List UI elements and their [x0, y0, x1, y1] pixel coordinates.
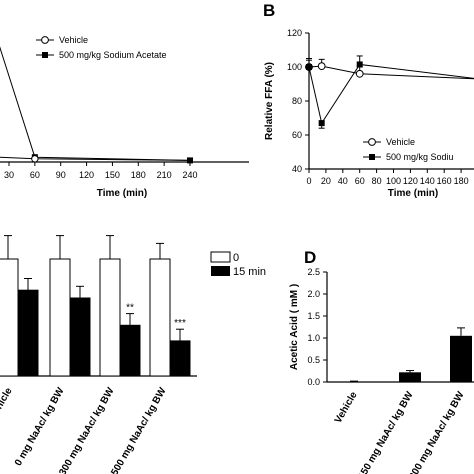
panel-b-y-tick-label: 100	[287, 62, 302, 72]
panel-b-x-tick-label: 0	[306, 176, 311, 186]
panel-d-bar	[450, 335, 472, 382]
legend-vehicle-label: Vehicle	[386, 137, 415, 147]
panel-c-category-label: 500 mg NaAc/ kg BW	[109, 386, 169, 474]
legend-black-swatch	[211, 266, 230, 276]
panel-d-y-tick-label: 0.5	[307, 355, 320, 365]
panel-d-category-label: 300 mg NaAc/ kg BW	[407, 390, 467, 474]
panel-b-legend: Vehicle 500 mg/kg Sodiu	[363, 137, 454, 162]
panel-b-label: B	[263, 1, 275, 20]
panel-c-bar-15min	[119, 324, 141, 377]
panel-c-significance-marker: ***	[174, 318, 186, 329]
panel-b-acetate-point	[306, 64, 312, 70]
panel-b-x-tick-label: 60	[355, 176, 365, 186]
panel-b-vehicle-point	[355, 69, 364, 78]
panel-a-x-tick-label: 210	[157, 170, 172, 180]
panel-d-bar	[399, 372, 421, 382]
panel-c-bar-0	[49, 258, 71, 377]
legend-filled-square-marker	[42, 52, 48, 58]
panel-b-x-tick-label: 100	[386, 176, 401, 186]
panel-a-x-tick-label: 90	[56, 170, 66, 180]
panel-b-x-axis-label: Time (min)	[388, 188, 438, 199]
panel-b-y-tick-label: 40	[292, 164, 302, 174]
legend-15min-label: 15 min	[233, 266, 266, 278]
panel-c-bar-15min	[17, 289, 39, 377]
panel-c-category-label: /ehicle	[0, 386, 15, 419]
panel-b-vehicle-line	[308, 65, 474, 80]
panel-d-category-label: Vehicle	[333, 390, 360, 426]
panel-b-x-tick-label: 120	[403, 176, 418, 186]
legend-0-label: 0	[233, 252, 239, 264]
panel-b-x-tick-label: 140	[420, 176, 435, 186]
panel-b-y-tick-label: 120	[287, 28, 302, 38]
panel-a-x-axis-label: Time (min)	[97, 188, 147, 199]
panel-b-y-tick-label: 80	[292, 96, 302, 106]
panel-b-y-axis-label: Relative FFA (%)	[264, 62, 275, 140]
panel-a-x-tick-label: 240	[182, 170, 197, 180]
panel-a-x-tick-label: 150	[105, 170, 120, 180]
panel-c-bar-0	[99, 258, 121, 377]
legend-filled-square-marker	[369, 154, 375, 160]
panel-a: 30 60 90 120 150 180 210 240 Time (min) Vehicle…	[0, 35, 249, 199]
legend-vehicle-label: Vehicle	[59, 35, 88, 45]
panel-d-bar	[343, 381, 365, 383]
legend-acetate-label: 500 mg/kg Sodiu	[386, 152, 454, 162]
panel-d-label: D	[304, 248, 316, 267]
panel-d-y-tick-label: 1.5	[307, 311, 320, 321]
panel-d-y-tick-label: 1.0	[307, 333, 320, 343]
legend-open-circle-marker	[41, 36, 49, 44]
panel-b-x-tick-label: 160	[437, 176, 452, 186]
panel-b-vehicle-point	[317, 62, 326, 71]
panel-a-vehicle-point	[31, 155, 39, 163]
panel-d-y-tick-label: 2.5	[307, 267, 320, 277]
panel-b-x-tick-label: 80	[372, 176, 382, 186]
panel-a-x-tick-label: 30	[4, 170, 14, 180]
panel-d: D 0.00.51.01.52.02.5 Acetic Acid ( mM ) …	[289, 248, 474, 474]
panel-c-bar-0	[149, 258, 171, 377]
panel-b-y-tick-label: 60	[292, 130, 302, 140]
panel-b-x-tick-label: 20	[321, 176, 331, 186]
panel-d-category-label: 150 mg NaAc/ kg BW	[356, 390, 416, 474]
panel-b-acetate-line	[308, 63, 474, 125]
panel-a-x-tick-label: 180	[131, 170, 146, 180]
panel-d-y-tick-label: 0.0	[307, 377, 320, 387]
panel-c-significance-marker: **	[126, 303, 134, 314]
panel-a-x-tick-label: 60	[30, 170, 40, 180]
panel-c-legend: 0 15 min	[210, 251, 266, 278]
panel-b-x-tick-label: 40	[338, 176, 348, 186]
panel-c-category-label: 0 mg NaAc/ kg BW	[13, 386, 67, 468]
panel-d-y-axis-label: Acetic Acid ( mM )	[289, 284, 300, 370]
panel-c-bar-15min	[69, 297, 91, 377]
panel-b-acetate-point	[356, 61, 363, 68]
panel-b-x-tick-label: 180	[454, 176, 469, 186]
legend-white-swatch	[210, 251, 231, 263]
panel-c-bar-0	[0, 258, 19, 377]
panel-c-bar-15min	[169, 340, 191, 377]
legend-open-circle-marker	[368, 138, 376, 146]
panel-c-category-label: 300 mg NaAc/ kg BW	[57, 386, 117, 474]
panel-b-acetate-point	[318, 120, 325, 127]
panel-a-x-tick-label: 120	[79, 170, 94, 180]
panel-a-legend: Vehicle 500 mg/kg Sodium Acetate	[36, 35, 167, 60]
legend-acetate-label: 500 mg/kg Sodium Acetate	[59, 50, 167, 60]
panel-a-acetate-line	[0, 46, 191, 161]
panel-d-y-tick-label: 2.0	[307, 289, 320, 299]
